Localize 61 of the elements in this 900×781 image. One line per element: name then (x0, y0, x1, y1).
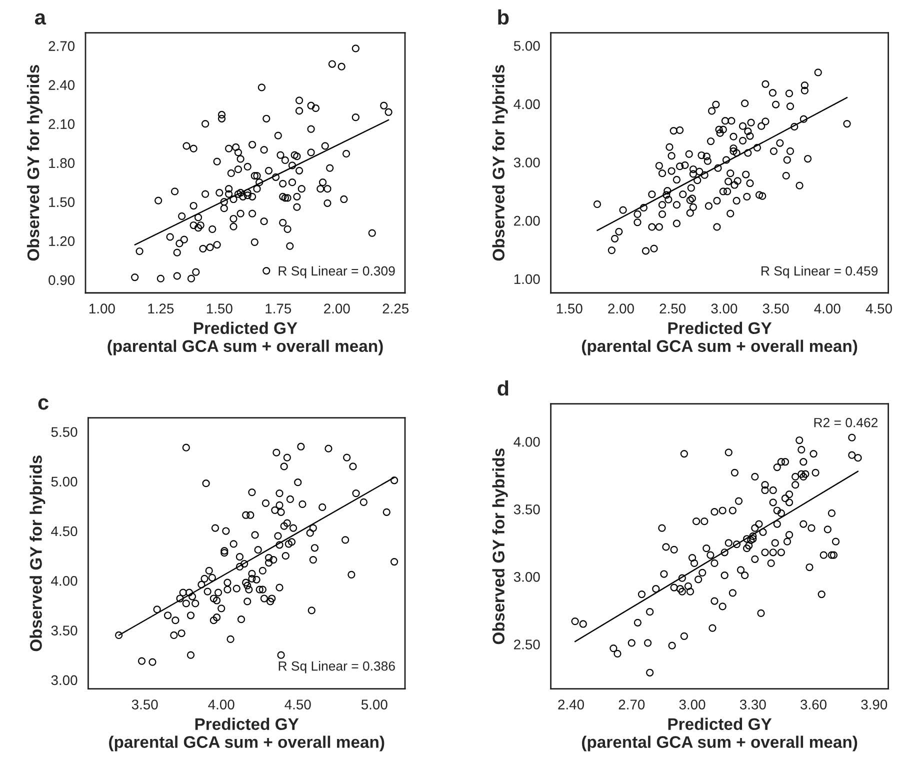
x-tick-label: 3.50 (762, 304, 789, 314)
chart-title: b (498, 9, 509, 25)
x-tick-label: 3.90 (861, 700, 888, 710)
y-tick-label: 4.00 (514, 99, 540, 110)
y-tick-label: 3.00 (514, 572, 540, 582)
y-tick-label: 2.40 (48, 80, 75, 90)
x-axis-title: Predicted GY (parental GCA sum + overall mean) (582, 322, 858, 356)
x-tick-label: 3.50 (132, 700, 158, 710)
x-tick-label: 1.00 (89, 304, 115, 314)
y-tick-label: 2.00 (514, 216, 540, 226)
x-tick-label: 1.25 (148, 304, 174, 314)
annotation: R Sq Linear = 0.309 (278, 266, 395, 278)
x-tick-label: 3.00 (711, 304, 738, 314)
chart-title: d (498, 380, 508, 396)
chart-title: c (38, 398, 48, 410)
y-tick-label: 2.10 (48, 119, 75, 129)
x-tick-label: 3.00 (679, 700, 706, 710)
y-tick-label: 4.00 (51, 576, 78, 586)
y-tick-label: 4.00 (514, 436, 540, 447)
y-axis-title: Observed GY for hybrids (492, 448, 508, 644)
y-tick-label: 2.50 (514, 640, 540, 650)
x-tick-label: 4.00 (208, 700, 234, 710)
x-tick-label: 2.50 (660, 304, 686, 314)
y-tick-label: 1.20 (49, 236, 75, 246)
x-tick-label: 4.00 (814, 304, 840, 314)
x-axis-title: Predicted GY (parental GCA sum + overall mean) (108, 322, 383, 356)
y-tick-label: 5.50 (51, 427, 78, 437)
x-tick-label: 2.25 (382, 304, 409, 314)
y-tick-label: 1.80 (49, 158, 75, 168)
annotation: R2 = 0.462 (814, 418, 878, 428)
y-tick-label: 4.50 (51, 526, 78, 536)
x-tick-label: 1.75 (266, 304, 292, 314)
x-tick-label: 4.50 (866, 304, 892, 314)
y-tick-label: 5.00 (51, 476, 78, 487)
y-axis-title: Observed GY for hybrids (30, 456, 46, 652)
y-tick-label: 3.00 (514, 158, 540, 168)
y-tick-label: 3.00 (51, 675, 78, 686)
x-tick-label: 1.50 (556, 304, 582, 314)
chart-title: a (34, 13, 46, 25)
y-tick-label: 2.70 (48, 41, 75, 51)
x-tick-label: 2.70 (618, 700, 645, 710)
y-tick-label: 0.90 (48, 275, 75, 286)
x-tick-label: 2.00 (608, 304, 634, 314)
y-axis-title: Observed GY for hybrids (26, 65, 42, 261)
x-tick-label: 2.40 (558, 700, 584, 710)
y-tick-label: 1.00 (514, 274, 540, 284)
y-tick-label: 3.50 (514, 504, 540, 514)
x-axis-title: Predicted GY (parental GCA sum + overall mean) (109, 718, 384, 752)
annotation: R Sq Linear = 0.386 (278, 661, 395, 674)
x-tick-label: 2.00 (324, 304, 350, 314)
x-tick-label: 3.60 (800, 700, 826, 710)
y-tick-label: 3.50 (51, 626, 78, 636)
x-tick-label: 4.50 (284, 700, 311, 710)
y-axis-title: Observed GY for hybrids (492, 65, 508, 261)
y-tick-label: 1.50 (49, 197, 75, 208)
annotation: R Sq Linear = 0.459 (762, 266, 878, 278)
x-tick-label: 1.50 (206, 304, 232, 314)
x-tick-label: 3.30 (740, 700, 766, 710)
x-axis-title: Predicted GY (parental GCA sum + overall mean) (582, 718, 858, 752)
y-tick-label: 5.00 (514, 40, 540, 51)
x-tick-label: 5.00 (361, 700, 388, 710)
